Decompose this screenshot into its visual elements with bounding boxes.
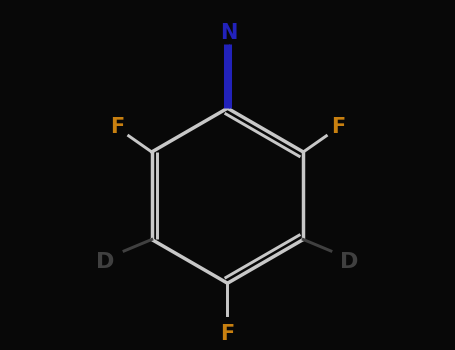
Text: D: D <box>340 252 359 273</box>
Text: F: F <box>331 117 345 136</box>
Text: N: N <box>220 23 238 43</box>
Text: F: F <box>110 117 124 136</box>
Text: F: F <box>220 324 235 344</box>
Text: D: D <box>96 252 115 273</box>
